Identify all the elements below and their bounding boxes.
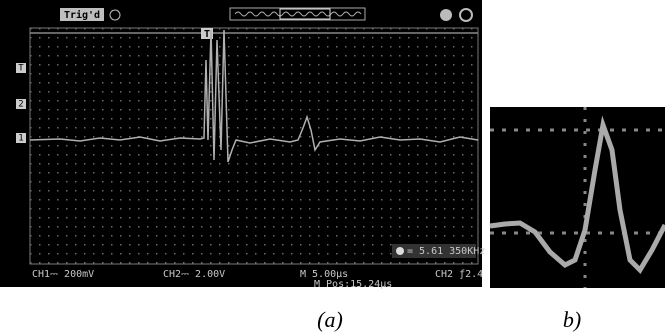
frequency: = 5.61 350KHz: [407, 246, 485, 257]
ch1-scale: CH1⎓ 200mV: [32, 269, 94, 280]
ch2-scale: CH2⎓ 2.00V: [163, 269, 225, 280]
side-marker: T: [18, 64, 24, 74]
side-marker: 1: [18, 134, 23, 144]
trigger-marker: T: [204, 29, 210, 40]
frequency-icon: [396, 247, 404, 255]
caption: (a): [317, 307, 343, 332]
caption: b): [563, 307, 581, 332]
icon: [440, 9, 452, 21]
side-marker: 2: [18, 100, 23, 110]
figure: Trig'd T T 2 1 = 5.61 350KHz CH1⎓ 200mV …: [0, 0, 665, 335]
status: Trig'd: [64, 9, 100, 21]
zoom-panel: [490, 107, 665, 288]
trigger-level: CH2 ƒ2.4: [435, 269, 483, 280]
grid: [30, 28, 478, 264]
scope-screen: Trig'd T T 2 1 = 5.61 350KHz CH1⎓ 200mV …: [0, 0, 485, 290]
position: M Pos:15.24μs: [314, 279, 392, 290]
page: Trig'd T T 2 1 = 5.61 350KHz CH1⎓ 200mV …: [0, 0, 665, 335]
